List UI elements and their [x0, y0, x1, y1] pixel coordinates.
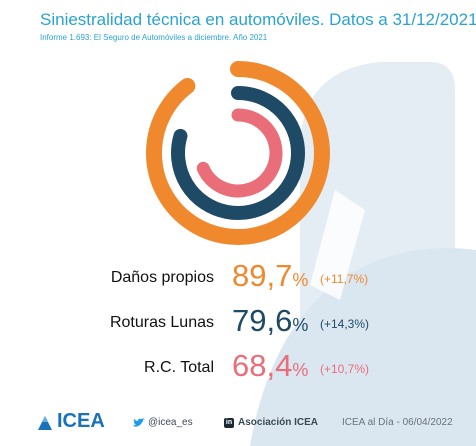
series-label: Roturas Lunas	[109, 314, 214, 331]
legend-row-danos: Daños propios 89,7% (+11,7%)	[0, 253, 476, 293]
radial-bar-chart	[146, 61, 330, 245]
twitter-handle: @icea_es	[148, 417, 193, 428]
icea-logo[interactable]: ICEA	[36, 410, 105, 433]
twitter-link[interactable]: @icea_es	[133, 417, 193, 428]
linkedin-link[interactable]: in Asociación ICEA	[224, 417, 318, 428]
icea-logo-icon	[38, 415, 52, 430]
legend-row-lunas: Roturas Lunas 79,6% (+14,3%)	[0, 298, 476, 338]
logo-text: ICEA	[57, 410, 105, 432]
series-value: 79,6%	[232, 303, 309, 338]
series-change: (+11,7%)	[320, 272, 369, 286]
radial-bar-danos	[146, 61, 330, 245]
twitter-icon	[133, 417, 145, 427]
series-value: 89,7%	[232, 258, 309, 293]
chart-title: Siniestralidad técnica en automóviles. D…	[40, 10, 476, 29]
series-label: R.C. Total	[144, 359, 214, 376]
series-change: (+14,3%)	[320, 317, 370, 331]
footer-date: ICEA al Día - 06/04/2022	[342, 417, 453, 428]
series-label: Daños propios	[110, 269, 214, 286]
chart-subtitle: Informe 1.693: El Seguro de Automóviles …	[40, 33, 268, 42]
series-change: (+10,7%)	[320, 362, 370, 376]
radial-bar-rc	[196, 108, 283, 198]
legend-row-rc: R.C. Total 68,4% (+10,7%)	[0, 343, 476, 383]
linkedin-label: Asociación ICEA	[238, 417, 319, 428]
linkedin-icon: in	[224, 417, 234, 428]
series-value: 68,4%	[232, 348, 309, 383]
footer: ICEA @icea_es in Asociación ICEA ICEA al…	[0, 410, 476, 438]
radial-bar-lunas	[171, 86, 305, 220]
